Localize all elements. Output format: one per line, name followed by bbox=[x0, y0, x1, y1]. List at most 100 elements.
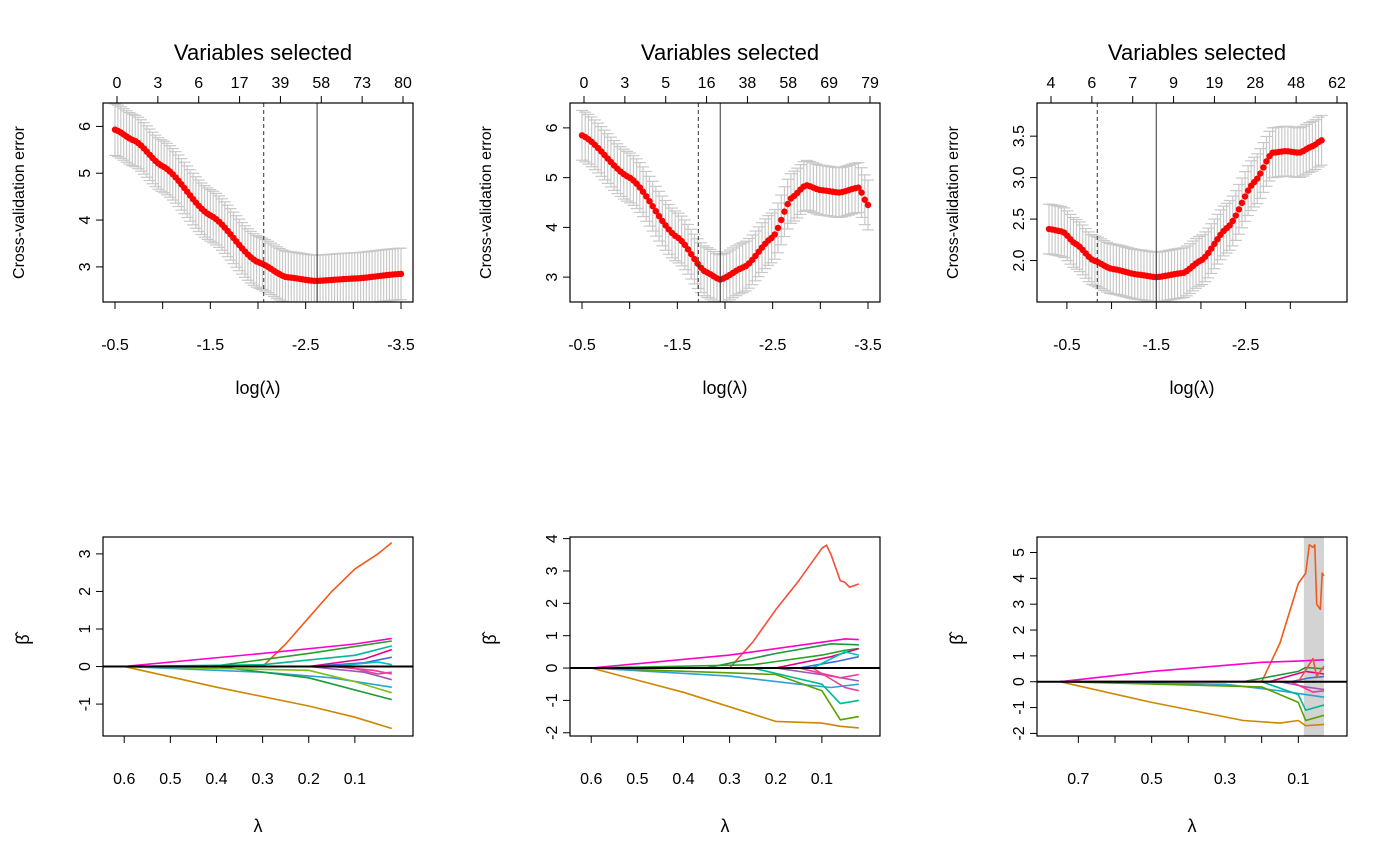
y-tick-label: 6 bbox=[544, 123, 561, 132]
x-tick-label: 0.6 bbox=[580, 771, 602, 788]
coef-path-02 bbox=[1059, 680, 1325, 727]
cv-points bbox=[578, 132, 872, 283]
y-tick-label: 0 bbox=[1011, 677, 1028, 686]
x-axis-label: log(λ) bbox=[1169, 378, 1214, 398]
y-tick-label: 2.5 bbox=[1011, 208, 1028, 230]
y-tick-label: 3.5 bbox=[1011, 125, 1028, 147]
y-tick-label: 5 bbox=[1011, 548, 1028, 557]
panel-cv2: 0 3 5 16 38 58 69 79 Variables selected -0.5 -1.5 -… bbox=[478, 40, 882, 398]
x-tick-label: 0.6 bbox=[113, 771, 135, 788]
top-tick-label: 9 bbox=[1169, 75, 1178, 92]
x-tick-label: 0.4 bbox=[672, 771, 694, 788]
plot-area bbox=[1059, 537, 1325, 736]
cv-point bbox=[684, 246, 692, 253]
coef-paths bbox=[124, 541, 393, 730]
coef-path-02 bbox=[590, 667, 859, 729]
cv-point bbox=[1235, 206, 1243, 213]
y-tick-label: 4 bbox=[544, 534, 561, 543]
x-tick-label: 0.5 bbox=[626, 771, 648, 788]
panel-path2: 0.6 0.5 0.4 0.3 0.2 0.1 -2 -1 0 1 2 3 4 λ β̂ bbox=[480, 534, 881, 836]
cv-point bbox=[771, 231, 779, 238]
cv-point bbox=[1241, 193, 1249, 200]
x-axis-label: log(λ) bbox=[702, 378, 747, 398]
x-axis-label: λ bbox=[1188, 816, 1197, 836]
cv-point bbox=[659, 217, 666, 225]
cv-point bbox=[778, 216, 785, 224]
cv-point bbox=[649, 203, 656, 210]
y-tick-label: 6 bbox=[77, 122, 94, 131]
cv-point bbox=[643, 193, 650, 200]
plot-area bbox=[590, 544, 860, 729]
panel-frame bbox=[569, 102, 881, 303]
top-tick-label: 48 bbox=[1287, 75, 1305, 92]
top-tick-label: 7 bbox=[1128, 75, 1137, 92]
top-tick-label: 28 bbox=[1246, 75, 1264, 92]
y-tick-label: 3 bbox=[544, 566, 561, 575]
plot-area bbox=[576, 109, 874, 302]
panel-frame bbox=[102, 536, 414, 737]
y-axis-label: Cross-validation error bbox=[11, 125, 28, 279]
y-axis-label: Cross-validation error bbox=[478, 125, 495, 279]
cv-point bbox=[1263, 158, 1270, 165]
coef-path-11 bbox=[591, 655, 859, 669]
y-tick-label: 3 bbox=[77, 549, 94, 558]
cv-point bbox=[861, 196, 868, 203]
cv-point bbox=[655, 212, 663, 220]
x-tick-label: 0.4 bbox=[205, 771, 227, 788]
cv-point bbox=[652, 208, 660, 215]
y-tick-label: 3 bbox=[544, 273, 561, 282]
cv-point bbox=[1232, 212, 1240, 219]
coef-path-02 bbox=[124, 665, 393, 730]
cv-point bbox=[691, 255, 698, 263]
panel-cv3: 4 6 7 9 19 28 48 62 Variables selected -0.5 -1.5 -2… bbox=[945, 40, 1348, 398]
panel-path1: 0.6 0.5 0.4 0.3 0.2 0.1 -1 0 1 2 3 λ β̂ bbox=[13, 536, 414, 836]
y-tick-label: 0 bbox=[544, 664, 561, 673]
x-tick-label: 0.5 bbox=[1141, 771, 1163, 788]
y-tick-label: 3.0 bbox=[1011, 166, 1028, 188]
top-tick-label: 73 bbox=[353, 75, 371, 92]
x-tick-label: 0.5 bbox=[159, 771, 181, 788]
y-tick-label: -1 bbox=[77, 697, 94, 711]
y-axis-label: β̂ bbox=[13, 631, 33, 644]
y-tick-label: 4 bbox=[544, 223, 561, 232]
top-tick-label: 4 bbox=[1047, 75, 1056, 92]
x-tick-label: 0.1 bbox=[344, 771, 366, 788]
panel-path3: 0.7 0.5 0.3 0.1 -2 -1 0 1 2 3 4 5 λ β̂ bbox=[947, 536, 1348, 836]
y-tick-label: 4 bbox=[1011, 574, 1028, 583]
y-tick-label: -1 bbox=[544, 693, 561, 707]
coef-path-06 bbox=[591, 667, 859, 721]
x-tick-label: 0.7 bbox=[1067, 771, 1089, 788]
x-axis-label: λ bbox=[254, 816, 263, 836]
x-tick-label: -1.5 bbox=[1142, 337, 1170, 354]
cv-point bbox=[858, 189, 865, 196]
x-tick-label: 0.2 bbox=[765, 771, 787, 788]
cv-point bbox=[1238, 199, 1246, 207]
y-tick-label: -1 bbox=[1011, 700, 1028, 714]
y-tick-label: 1 bbox=[77, 624, 94, 633]
top-tick-label: 58 bbox=[312, 75, 330, 92]
coef-path-01 bbox=[1060, 543, 1325, 683]
coef-path-08 bbox=[591, 647, 859, 669]
x-axis-label: log(λ) bbox=[235, 378, 280, 398]
cv-point bbox=[864, 201, 872, 209]
x-tick-label: -3.5 bbox=[387, 337, 415, 354]
top-tick-label: 0 bbox=[580, 75, 589, 92]
cv-point bbox=[1257, 170, 1264, 177]
cv-point bbox=[1211, 240, 1218, 248]
cv-point bbox=[397, 270, 405, 278]
x-axis-label: λ bbox=[721, 816, 730, 836]
y-tick-label: 2 bbox=[77, 587, 94, 596]
plot-area bbox=[109, 103, 407, 302]
top-tick-label: 79 bbox=[861, 75, 879, 92]
top-tick-label: 39 bbox=[272, 75, 290, 92]
coef-path-06 bbox=[1059, 680, 1325, 722]
cv-point bbox=[774, 224, 782, 232]
panel-cv1: 0 3 6 17 39 58 73 80 Variables selected -0.5 -1.5 -… bbox=[11, 40, 415, 398]
y-axis-label: β̂ bbox=[947, 631, 967, 644]
coef-paths bbox=[590, 544, 860, 729]
cv-points bbox=[111, 126, 405, 285]
y-tick-label: 5 bbox=[544, 173, 561, 182]
plot-area bbox=[124, 541, 393, 730]
chart-title: Variables selected bbox=[641, 40, 819, 65]
